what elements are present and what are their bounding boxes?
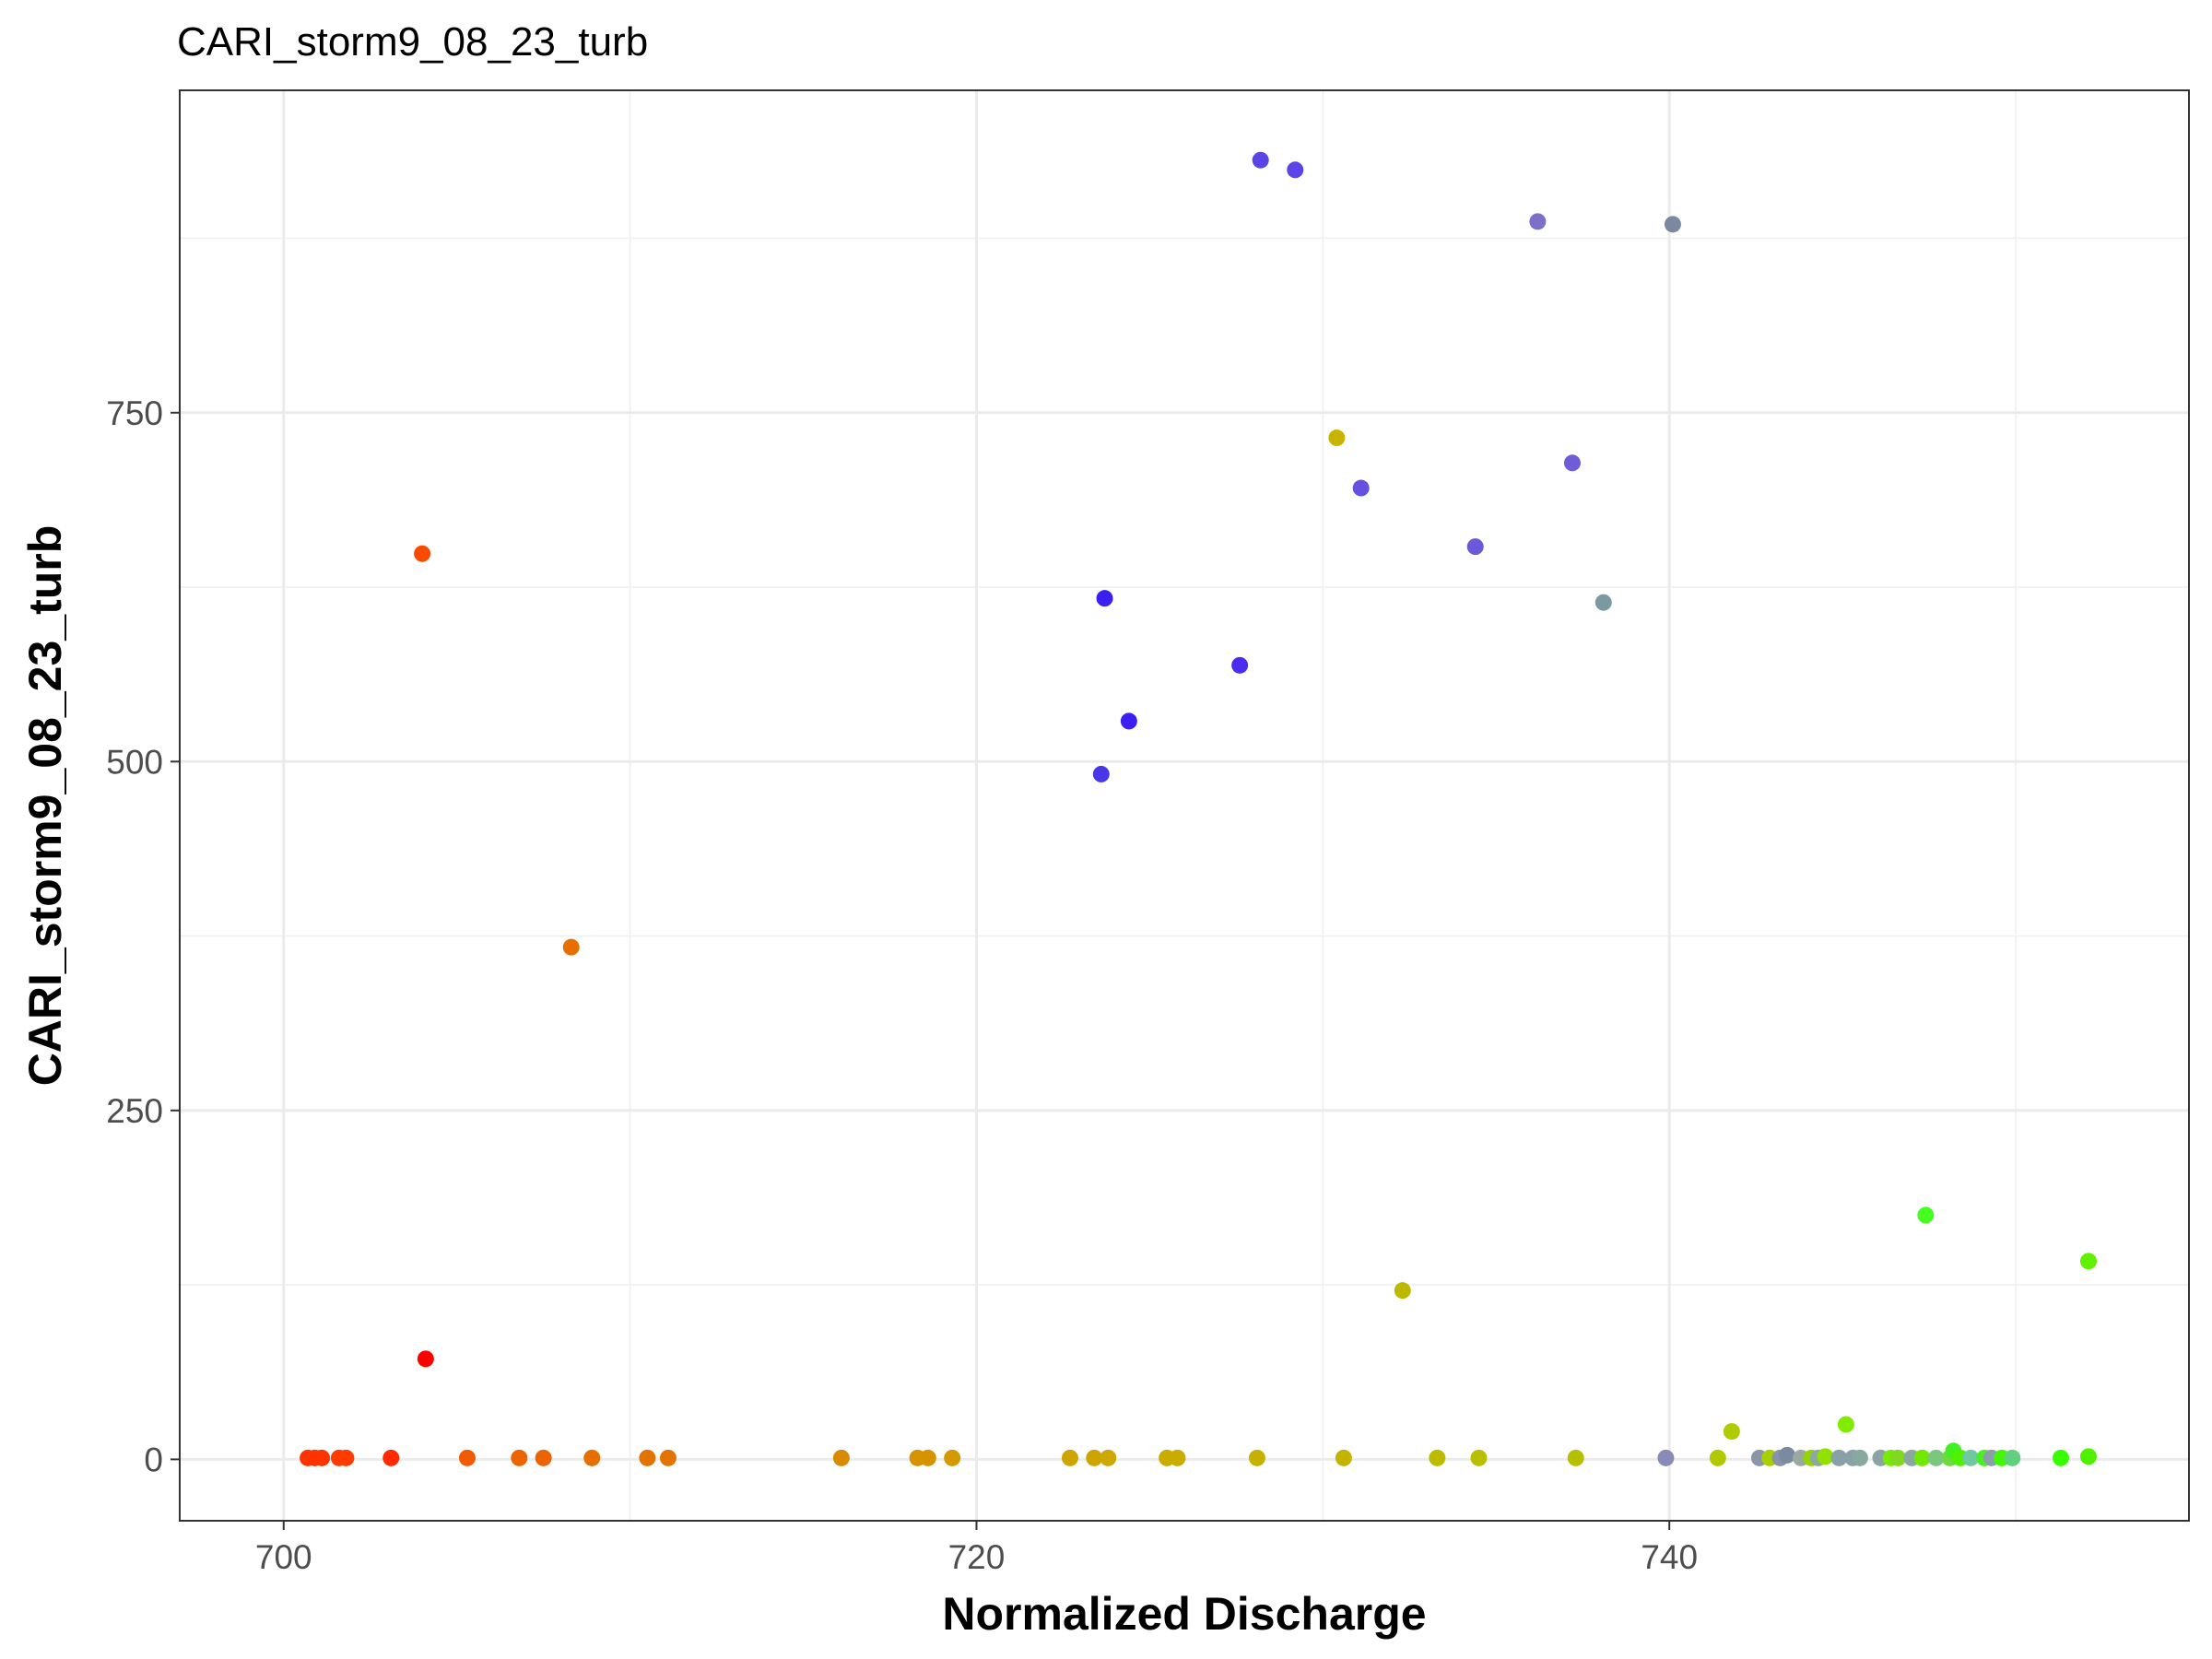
data-point (1563, 454, 1581, 472)
data-point (511, 1449, 528, 1466)
data-point (1470, 1449, 1488, 1466)
data-point (1837, 1416, 1854, 1433)
data-point (1335, 1449, 1352, 1466)
data-point (1061, 1449, 1078, 1466)
data-point (1086, 1449, 1103, 1466)
data-point (313, 1449, 331, 1466)
data-point (1252, 151, 1269, 169)
data-point (1529, 213, 1547, 230)
data-point (417, 1350, 434, 1368)
data-point (583, 1449, 601, 1466)
data-point (2052, 1449, 2069, 1466)
chart-title: CARI_storm9_08_23_turb (177, 19, 648, 65)
data-point (1231, 656, 1249, 674)
data-point (1927, 1449, 1945, 1466)
data-point (944, 1449, 961, 1466)
data-point (458, 1449, 476, 1466)
data-point (562, 938, 580, 956)
data-point (1248, 1449, 1265, 1466)
y-axis-title: CARI_storm9_08_23_turb (19, 525, 71, 1087)
data-point (1429, 1449, 1446, 1466)
x-tick-label: 720 (948, 1538, 1006, 1576)
y-axis-ticks: 0 250 500 750 (106, 394, 180, 1478)
data-point (1352, 479, 1370, 497)
data-point (337, 1449, 355, 1466)
data-point (832, 1449, 850, 1466)
x-axis-title: Normalized Discharge (942, 1588, 1426, 1640)
x-tick-label: 740 (1641, 1538, 1698, 1576)
y-tick-label: 0 (144, 1441, 163, 1478)
y-tick-label: 250 (106, 1092, 163, 1130)
data-point (1830, 1449, 1848, 1466)
data-point (1657, 1449, 1675, 1466)
data-point (382, 1449, 400, 1466)
y-tick-label: 500 (106, 743, 163, 781)
data-point (2004, 1449, 2021, 1466)
data-point (1092, 765, 1110, 782)
data-point (1851, 1449, 1868, 1466)
data-point (1328, 429, 1346, 447)
data-point (1287, 161, 1304, 179)
data-point (535, 1449, 552, 1466)
data-point (1962, 1449, 1980, 1466)
data-point (639, 1449, 656, 1466)
data-point (1709, 1449, 1726, 1466)
data-point (1664, 216, 1681, 233)
data-point (414, 545, 431, 562)
data-points (300, 151, 2097, 1466)
data-point (2080, 1448, 2097, 1465)
data-point (1169, 1449, 1186, 1466)
minor-gridlines (180, 90, 2189, 1521)
x-axis-ticks: 700 720 740 (255, 1521, 1698, 1576)
data-point (1466, 538, 1484, 556)
plot-border (179, 89, 2190, 1522)
data-point (1723, 1423, 1740, 1441)
data-point (1100, 1449, 1117, 1466)
data-point (1594, 594, 1612, 611)
data-point (1913, 1449, 1931, 1466)
data-point (1567, 1449, 1584, 1466)
data-point (2080, 1253, 2097, 1270)
data-point (1120, 712, 1137, 730)
data-point (1889, 1449, 1907, 1466)
y-tick-label: 750 (106, 394, 163, 432)
data-point (1096, 590, 1113, 607)
data-point (1394, 1282, 1411, 1300)
data-point (919, 1449, 936, 1466)
data-point (1817, 1448, 1834, 1465)
x-tick-label: 700 (255, 1538, 312, 1576)
plot-panel (180, 90, 2189, 1521)
data-point (1917, 1206, 1935, 1224)
data-point (659, 1449, 677, 1466)
data-point (1779, 1446, 1795, 1464)
